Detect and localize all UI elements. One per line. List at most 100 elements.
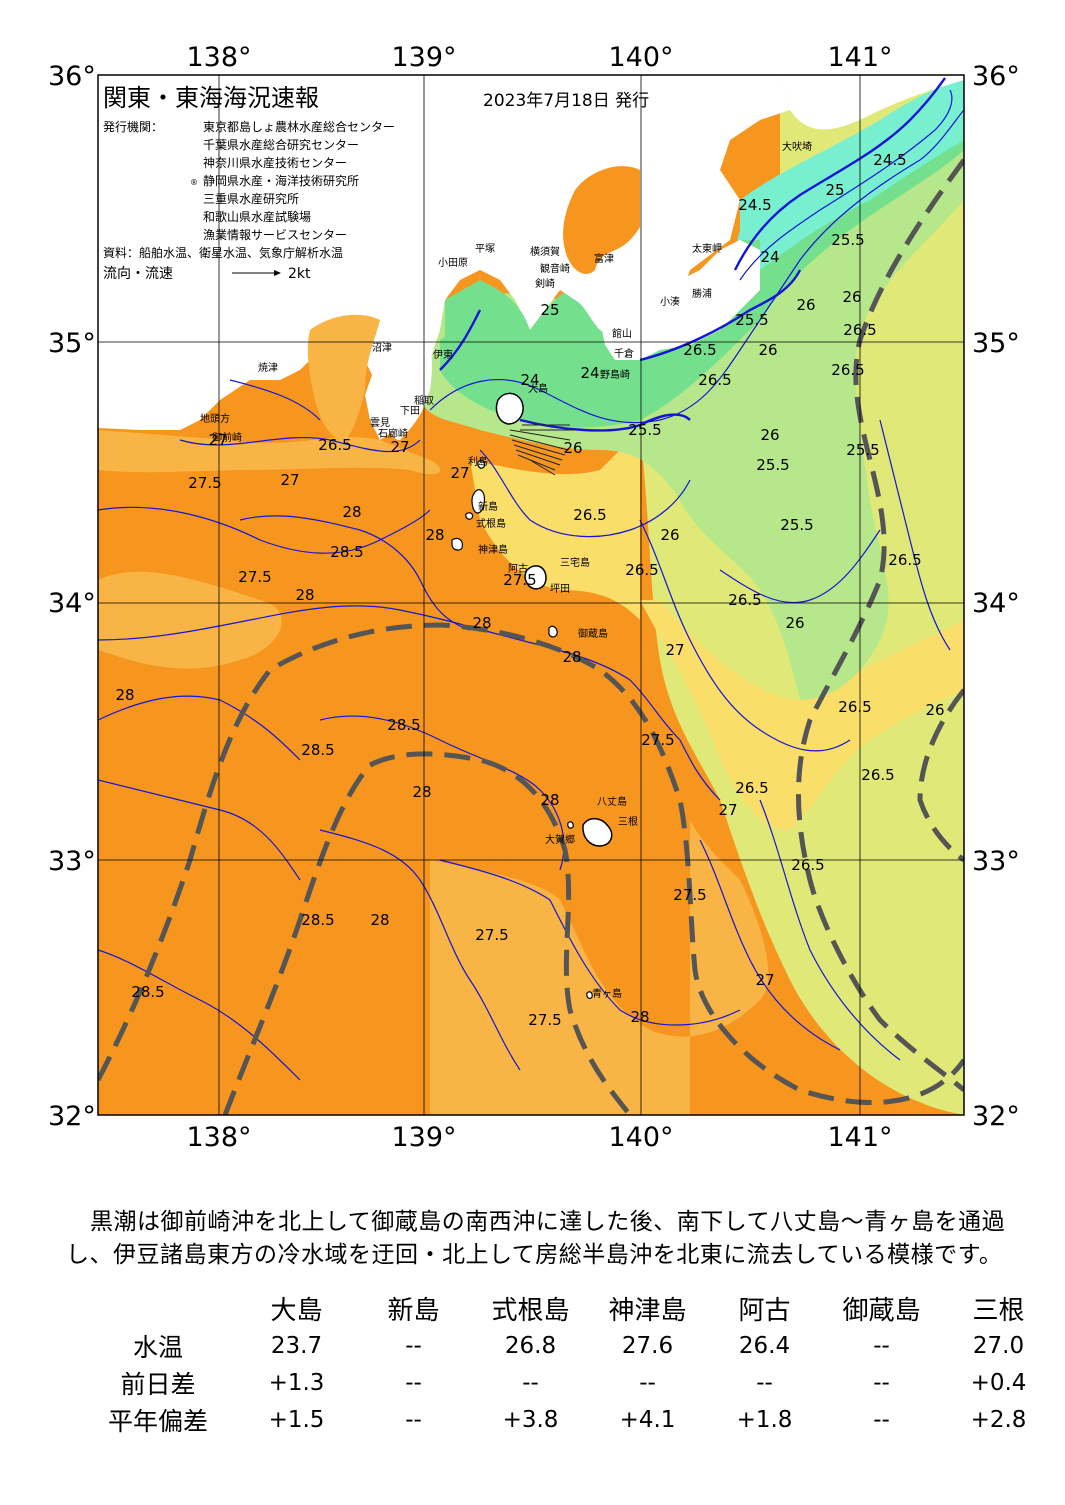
table-cell: -- <box>756 1369 773 1396</box>
contour-label: 26 <box>842 288 861 306</box>
lon-bottom-139: 139° <box>391 1122 456 1153</box>
table-cell: -- <box>522 1369 539 1396</box>
place-label: 稲取 <box>414 395 434 407</box>
place-label: 坪田 <box>550 582 570 595</box>
contour-label: 28 <box>540 791 559 809</box>
contour-label: 26.5 <box>625 561 658 579</box>
flow-scale-arrowhead-icon <box>274 270 281 276</box>
contour-label: 26.5 <box>318 436 351 454</box>
place-label: 御前崎 <box>212 431 242 444</box>
contour-label: 24 <box>520 371 539 389</box>
col-ako: 阿古 <box>738 1296 791 1326</box>
contour-label: 28 <box>295 586 314 604</box>
col-kozushima: 神津島 <box>608 1296 687 1326</box>
lon-top-139: 139° <box>391 42 456 73</box>
table-cell: 27.0 <box>972 1332 1025 1359</box>
contour-label: 28 <box>425 526 444 544</box>
contour-label: 28 <box>472 614 491 632</box>
contour-label: 28.5 <box>131 983 164 1001</box>
place-label: 新島 <box>478 500 498 513</box>
contour-label: 26 <box>758 341 777 359</box>
contour-label: 26 <box>563 439 582 457</box>
table-cell: 27.6 <box>621 1332 674 1359</box>
contour-label: 28 <box>630 1008 649 1026</box>
contour-label: 26.5 <box>791 856 824 874</box>
contour-label: 26.5 <box>888 551 921 569</box>
place-label: 千倉 <box>614 347 634 360</box>
place-label: 太東岬 <box>692 242 722 255</box>
place-label: 三宅島 <box>560 556 590 569</box>
lon-bottom-140: 140° <box>608 1122 673 1153</box>
lat-right-33: 33° <box>972 846 1020 877</box>
issuer-label: 発行機関： <box>103 119 163 134</box>
contour-label: 25.5 <box>735 311 768 329</box>
table-cell: +3.8 <box>502 1406 559 1433</box>
land-honshu <box>98 75 790 440</box>
contour-label: 26.5 <box>683 341 716 359</box>
issuer-5: 三重県水産研究所 <box>203 191 299 206</box>
contour-label: 26.5 <box>728 591 761 609</box>
land-tokyo <box>640 163 690 252</box>
sea-band-27-west <box>98 571 282 669</box>
sea-tokyo-bay <box>563 166 651 274</box>
contour-label: 26 <box>760 426 779 444</box>
place-label: 石廊崎 <box>378 427 408 440</box>
place-label: 沼津 <box>372 341 392 354</box>
contour-label: 28 <box>370 911 389 929</box>
place-label: 三根 <box>618 815 638 828</box>
table-cell: -- <box>405 1369 422 1396</box>
contour-label: 28.5 <box>387 716 420 734</box>
island-oshima <box>495 392 524 425</box>
contour-label: 27 <box>390 438 409 456</box>
island-miyakejima <box>524 565 547 590</box>
sea-band-26-5 <box>470 430 640 620</box>
contour-label: 28.5 <box>301 911 334 929</box>
map-svg: 24.524.52525.5242626.52625.52626.526.526… <box>48 42 1020 1153</box>
contour-label: 28.5 <box>330 543 363 561</box>
place-label: 下田 <box>400 406 420 417</box>
lon-bottom-141: 141° <box>827 1122 892 1153</box>
lat-left-34: 34° <box>48 588 96 619</box>
place-label: 焼津 <box>258 362 278 374</box>
lat-left-32: 32° <box>48 1101 96 1132</box>
lat-right-36: 36° <box>972 61 1020 92</box>
lat-left-36: 36° <box>48 61 96 92</box>
table-cell: +2.8 <box>970 1406 1027 1433</box>
sea-band-26-5-east <box>640 600 964 830</box>
contour-label: 25.5 <box>831 231 864 249</box>
contour-label: 27.5 <box>673 886 706 904</box>
summary-text: 黒潮は御前崎沖を北上して御蔵島の南西沖に達した後、南下して八丈島～青ヶ島を通過し… <box>66 1209 1006 1268</box>
contour-label: 27 <box>450 464 469 482</box>
lat-left-35: 35° <box>48 328 96 359</box>
sea-suruga-bay <box>307 314 380 440</box>
island-kozushima <box>451 537 463 551</box>
lon-top-138: 138° <box>186 42 251 73</box>
contour-label: 25.5 <box>628 421 661 439</box>
row-label-normal-diff: 平年偏差 <box>107 1406 208 1436</box>
table-header-row: 大島 新島 式根島 神津島 阿古 御蔵島 三根 <box>78 1290 1057 1327</box>
contour-label: 27.5 <box>528 1011 561 1029</box>
land-boso <box>600 240 760 360</box>
place-label: 大吠埼 <box>782 140 812 153</box>
place-label: 大賀郷 <box>545 833 575 846</box>
contour-labels: 24.524.52525.5242626.52625.52626.526.526… <box>115 151 944 1029</box>
contour-label: 28.5 <box>301 741 334 759</box>
island-mikurajima <box>548 625 558 638</box>
place-label: 平塚 <box>475 243 495 255</box>
table-cell: +1.5 <box>268 1406 325 1433</box>
temperature-field <box>98 75 964 1115</box>
place-label: 大島 <box>528 382 548 395</box>
map-frame <box>97 74 965 1116</box>
sea-band-27 <box>430 820 769 1115</box>
flow-legend-label: 流向・流速 <box>103 266 173 282</box>
issue-date: 2023年7月18日 発行 <box>483 91 649 111</box>
col-niijima: 新島 <box>387 1296 440 1326</box>
contour-label: 24.5 <box>873 151 906 169</box>
observation-table: 大島 新島 式根島 神津島 阿古 御蔵島 三根 水温 23.7 -- 26.8 … <box>78 1290 1057 1438</box>
place-label: 野島崎 <box>600 368 630 381</box>
contour-label: 27 <box>208 431 227 449</box>
table-cell: +4.1 <box>619 1406 676 1433</box>
table-cell: -- <box>873 1332 890 1359</box>
table-cell: +1.8 <box>736 1406 793 1433</box>
